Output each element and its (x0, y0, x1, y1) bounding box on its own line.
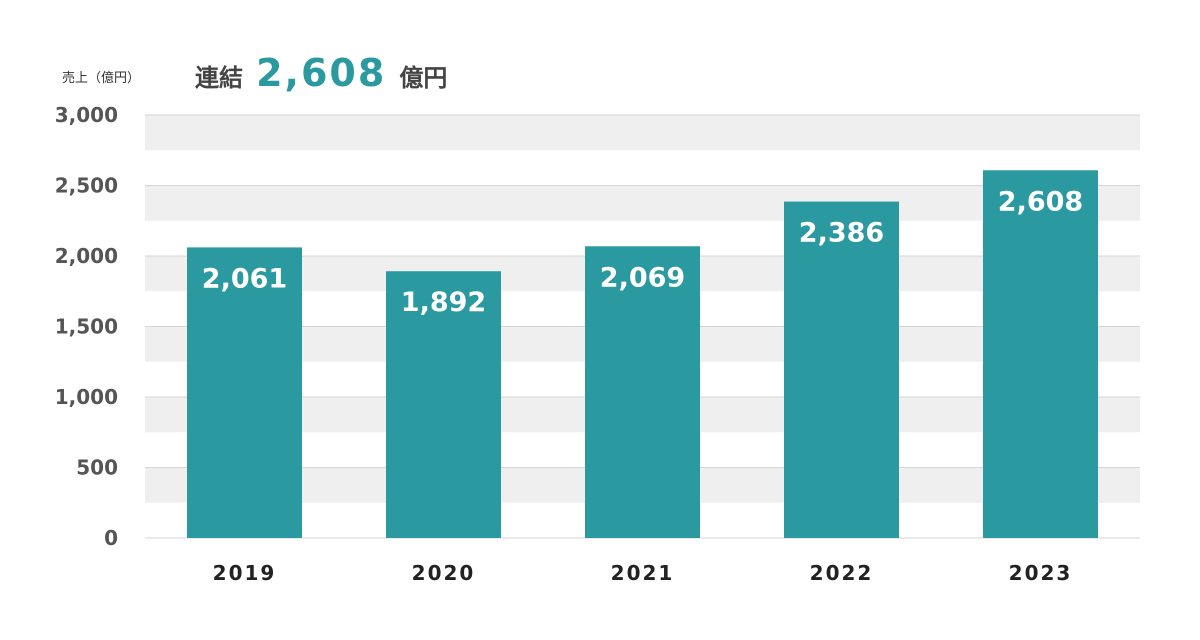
x-category-label: 2022 (810, 561, 874, 585)
bar-value-label: 2,386 (799, 218, 884, 249)
bar-2019 (187, 247, 302, 539)
bar-2022 (784, 201, 899, 538)
bar-2021 (585, 246, 700, 538)
bar-2023 (983, 170, 1098, 538)
bar-2020 (386, 271, 501, 538)
chart-title: 連結 2,608 億円 (195, 51, 447, 95)
y-tick-label: 2,500 (55, 174, 118, 198)
x-axis-category-labels: 2019 2020 2021 2022 2023 (213, 561, 1073, 585)
y-tick-label: 2,000 (55, 244, 118, 268)
y-tick-label: 1,500 (55, 315, 118, 339)
bars (187, 170, 1098, 539)
y-axis-ticks: 0 500 1,000 1,500 2,000 2,500 3,000 (55, 103, 118, 550)
x-category-label: 2019 (213, 561, 277, 585)
band-4 (145, 185, 1140, 221)
title-value: 2,608 (256, 51, 386, 95)
title-prefix: 連結 (195, 64, 243, 92)
x-category-label: 2023 (1009, 561, 1073, 585)
y-tick-label: 0 (104, 526, 118, 550)
bar-value-label: 2,069 (600, 262, 685, 293)
y-tick-label: 3,000 (55, 103, 118, 127)
title-suffix: 億円 (399, 64, 447, 92)
y-axis-unit-label: 売上（億円） (62, 70, 140, 86)
bar-value-label: 1,892 (401, 287, 486, 318)
bar-value-label: 2,061 (202, 263, 287, 294)
x-category-label: 2020 (412, 561, 476, 585)
bar-value-label: 2,608 (998, 186, 1083, 217)
bar-value-labels: 2,061 1,892 2,069 2,386 2,608 (202, 186, 1083, 318)
x-category-label: 2021 (611, 561, 675, 585)
band-5 (145, 115, 1140, 151)
y-tick-label: 500 (76, 456, 118, 480)
y-tick-label: 1,000 (55, 385, 118, 409)
